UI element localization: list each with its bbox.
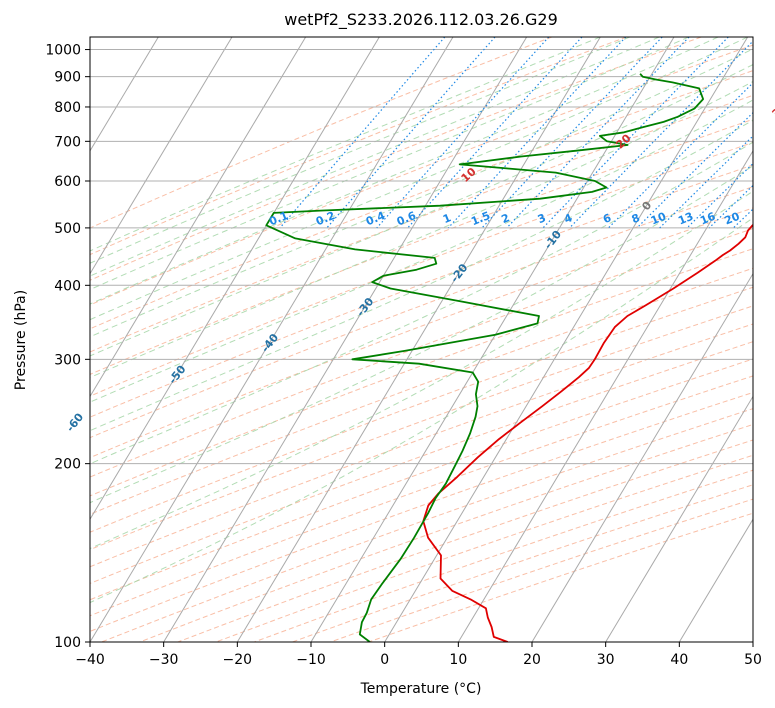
y-tick-label: 800 (54, 100, 81, 116)
dry-adiabat-label: 30 (770, 100, 775, 120)
mixing-ratio-line (506, 37, 690, 229)
y-axis: 100 200 300 400 500 600 700 800 900 1000 (45, 43, 90, 651)
background-lines (90, 37, 753, 642)
isotherm (310, 37, 675, 642)
y-tick-label: 1000 (45, 43, 81, 59)
x-axis-label: Temperature (°C) (360, 681, 482, 697)
moist-adiabat (90, 217, 753, 604)
moist-adiabat (90, 37, 719, 305)
y-tick-label: 400 (54, 278, 81, 294)
moist-adiabat (90, 141, 753, 465)
x-tick-label: −30 (149, 652, 179, 668)
mixing-ratio-line (447, 37, 627, 229)
x-tick-label: 20 (523, 652, 541, 668)
dry-adiabat (90, 94, 753, 353)
x-tick-label: 50 (744, 652, 762, 668)
y-tick-label: 500 (54, 221, 81, 237)
isotherm (236, 37, 601, 642)
dewpoint-line (265, 73, 704, 642)
isotherm (90, 37, 233, 275)
mixing-ratio-line (608, 81, 753, 229)
isotherm (90, 37, 159, 152)
chart-title: wetPf2_S233.2026.112.03.26.G29 (284, 10, 558, 30)
dry-adiabat (90, 267, 753, 515)
y-axis-label: Pressure (hPa) (13, 290, 29, 390)
mixing-ratio-line (481, 37, 663, 229)
mixing-ratio-line (326, 37, 496, 229)
sounding-lines (265, 73, 753, 642)
plot-frame (89, 36, 754, 643)
mixing-ratio-label: 3 (536, 211, 548, 226)
dry-adiabat (90, 37, 552, 229)
moist-adiabat (90, 37, 630, 264)
moist-adiabat (90, 64, 753, 357)
x-tick-label: 30 (597, 652, 615, 668)
isotherm (605, 395, 753, 642)
x-tick-label: −20 (223, 652, 253, 668)
mixing-ratio-label: 20 (723, 210, 742, 228)
x-tick-label: −40 (75, 652, 105, 668)
isotherm (384, 37, 749, 642)
x-axis: −40 −30 −20 −10 0 10 20 30 40 50 (75, 642, 762, 668)
x-tick-label: 0 (380, 652, 389, 668)
isotherm (90, 37, 380, 521)
isotherm (90, 37, 454, 642)
y-tick-label: 200 (54, 457, 81, 473)
mixing-ratio-label: 8 (630, 211, 642, 226)
isotherm (457, 149, 753, 642)
dry-adiabat (90, 164, 753, 418)
y-tick-label: 900 (54, 70, 81, 86)
dry-adiabat (90, 186, 753, 439)
dry-adiabat (90, 305, 753, 551)
mixing-ratio-label: 16 (698, 210, 717, 228)
moist-adiabat (90, 37, 601, 252)
y-tick-label: 300 (54, 352, 81, 368)
mixing-ratio-label: 10 (649, 210, 668, 228)
y-tick-label: 600 (54, 174, 81, 190)
isotherm (531, 272, 753, 642)
dry-adiabat (90, 286, 753, 533)
mixing-ratio-line (569, 40, 753, 229)
moist-adiabat (90, 37, 660, 277)
y-tick-label: 700 (54, 134, 81, 150)
moist-adiabat (90, 165, 753, 504)
moist-adiabat (90, 37, 689, 291)
x-tick-label: 40 (670, 652, 688, 668)
dry-adiabat (90, 37, 702, 281)
mixing-ratio-label: 2 (500, 211, 512, 226)
isotherm (163, 37, 528, 642)
temperature-line (422, 223, 753, 642)
dry-adiabat (90, 228, 753, 478)
mixing-ratio-label: 13 (676, 210, 695, 228)
moist-adiabat (90, 119, 753, 432)
dry-adiabat (90, 118, 753, 375)
mixing-ratio-label: 1 (441, 211, 453, 226)
x-tick-label: 10 (449, 652, 467, 668)
mixing-ratio-line (407, 37, 583, 229)
mixing-ratio-line (686, 162, 753, 229)
mixing-ratio-line (542, 37, 729, 229)
x-tick-label: −10 (296, 652, 326, 668)
isotherm (90, 37, 307, 398)
isotherm (678, 518, 753, 642)
y-tick-label: 100 (54, 635, 81, 651)
dry-adiabat (90, 248, 753, 497)
moist-adiabat (90, 99, 753, 403)
dry-adiabat (90, 70, 753, 330)
